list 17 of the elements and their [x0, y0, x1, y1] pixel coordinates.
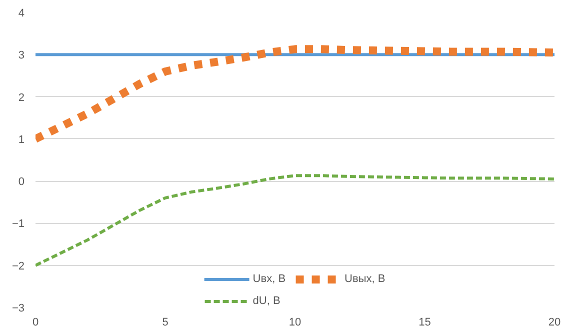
y-tick-label: −1: [12, 218, 25, 230]
x-tick-label: 0: [32, 316, 39, 328]
y-tick-label: 2: [18, 92, 25, 104]
x-tick-label: 10: [288, 316, 302, 328]
line-series: [36, 174, 554, 267]
y-tick-label: 4: [18, 8, 25, 20]
y-tick-label: 3: [18, 50, 25, 62]
y-tick-label: 1: [18, 134, 25, 146]
x-tick-label: 5: [162, 316, 168, 328]
legend-label: Uвых, В: [344, 273, 386, 285]
legend-label: Uвх, В: [252, 273, 286, 285]
y-tick-label: −2: [12, 260, 25, 272]
y-tick-label: 0: [18, 176, 25, 188]
legend-label: dU, В: [252, 295, 280, 307]
y-tick-label: −3: [12, 302, 25, 314]
x-tick-label: 15: [418, 316, 431, 328]
x-tick-label: 20: [548, 316, 561, 328]
